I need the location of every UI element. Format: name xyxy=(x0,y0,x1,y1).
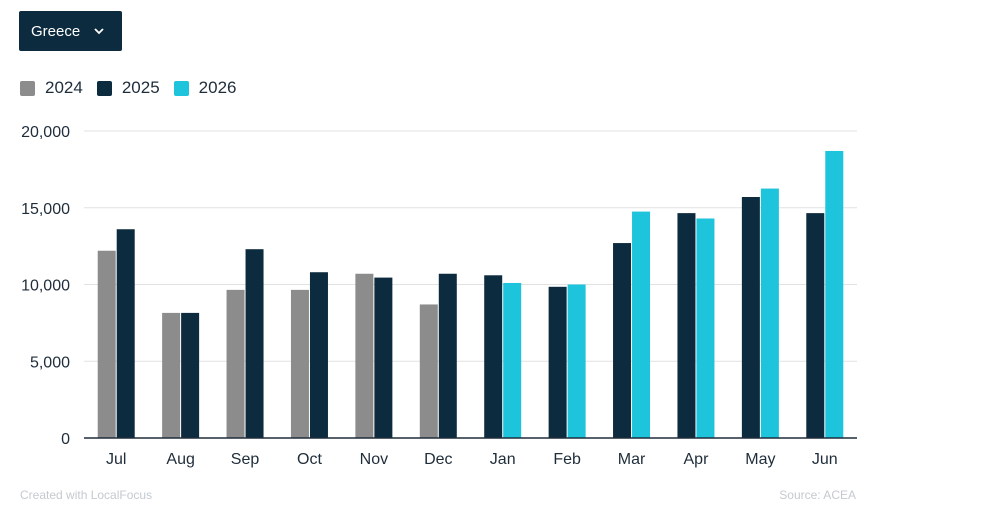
legend-item-2024[interactable]: 2024 xyxy=(20,78,83,98)
bar-2026-mar xyxy=(632,211,651,438)
x-tick-label: Mar xyxy=(618,451,646,468)
bar-2025-sep xyxy=(245,249,264,438)
x-tick-label: Jun xyxy=(812,451,838,468)
x-tick-label: May xyxy=(745,451,775,468)
bar-2024-sep xyxy=(226,289,245,438)
bar-2025-jul xyxy=(116,229,135,438)
y-tick-label: 5,000 xyxy=(30,354,70,371)
bar-2025-apr xyxy=(677,213,696,438)
bar-2025-jun xyxy=(806,213,825,438)
x-tick-label: Feb xyxy=(553,451,581,468)
country-dropdown[interactable]: Greece xyxy=(19,11,122,51)
bar-2025-feb xyxy=(548,286,567,438)
x-tick-label: Apr xyxy=(684,451,710,468)
legend-item-2026[interactable]: 2026 xyxy=(173,78,237,98)
bar-2026-jun xyxy=(825,150,844,438)
bar-2025-mar xyxy=(613,243,632,438)
legend-swatch-2025 xyxy=(96,80,112,96)
bar-2024-jul xyxy=(97,250,116,438)
chevron-down-icon xyxy=(94,28,104,35)
y-tick-label: 10,000 xyxy=(21,278,70,295)
bar-2025-nov xyxy=(374,277,393,438)
y-tick-label: 15,000 xyxy=(21,201,70,218)
bar-2025-may xyxy=(741,197,760,438)
credit-text: Created with LocalFocus xyxy=(20,488,153,502)
bar-2025-dec xyxy=(438,273,457,438)
bar-2026-jan xyxy=(503,282,522,438)
legend-swatch-2024 xyxy=(20,80,35,96)
x-tick-label: Sep xyxy=(231,451,260,468)
bar-2026-apr xyxy=(696,218,715,438)
x-tick-label: Nov xyxy=(360,451,388,468)
x-tick-label: Jan xyxy=(490,451,516,468)
bar-2026-feb xyxy=(567,284,586,438)
bar-2025-oct xyxy=(309,272,328,438)
legend-swatch-2026 xyxy=(173,80,189,96)
legend-item-2025[interactable]: 2025 xyxy=(96,78,160,98)
x-tick-label: Dec xyxy=(424,451,452,468)
bar-2025-aug xyxy=(181,312,200,438)
legend-label-2026: 2026 xyxy=(198,78,237,97)
country-dropdown-label: Greece xyxy=(31,22,81,40)
y-tick-label: 0 xyxy=(61,431,70,448)
chart-legend: 2024 2025 2026 xyxy=(20,78,250,98)
source-text: Source: ACEA xyxy=(779,488,856,502)
bar-2024-dec xyxy=(419,304,438,438)
legend-label-2025: 2025 xyxy=(121,78,160,97)
bar-2025-jan xyxy=(484,275,503,438)
bar-2024-oct xyxy=(290,289,309,438)
bar-2026-may xyxy=(760,188,779,438)
y-tick-label: 20,000 xyxy=(21,124,70,141)
x-tick-label: Aug xyxy=(166,451,194,468)
legend-label-2024: 2024 xyxy=(45,78,83,97)
x-tick-label: Jul xyxy=(106,451,126,468)
bar-2024-nov xyxy=(355,273,374,438)
bar-2024-aug xyxy=(162,312,181,438)
x-tick-label: Oct xyxy=(297,451,322,468)
